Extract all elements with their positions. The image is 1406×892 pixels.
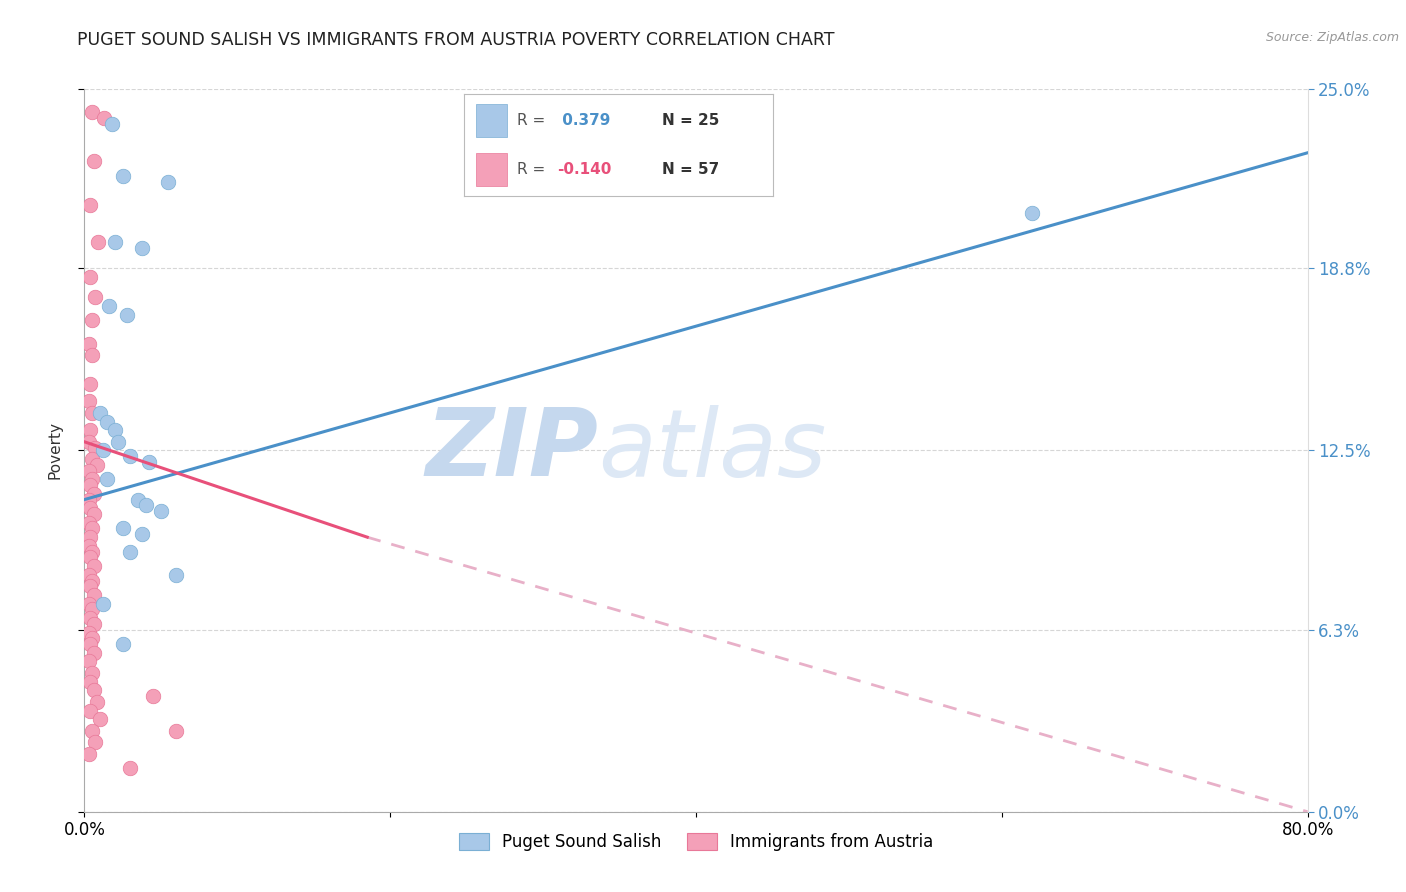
Point [104, 423, 127, 437]
Legend: Puget Sound Salish, Immigrants from Austria: Puget Sound Salish, Immigrants from Aust… [453, 826, 939, 857]
Text: 0.379: 0.379 [557, 112, 610, 128]
Point [83, 154, 105, 169]
Point [77, 539, 100, 553]
Point [80, 723, 103, 738]
Point [142, 689, 165, 703]
Point [77, 434, 100, 449]
Point [79, 270, 101, 285]
Point [89, 406, 111, 420]
Point [79, 637, 101, 651]
Point [84, 735, 107, 749]
Point [107, 434, 129, 449]
Point [120, 761, 142, 775]
Point [79, 501, 101, 516]
Point [138, 455, 160, 469]
Point [83, 588, 105, 602]
Point [165, 723, 187, 738]
Point [79, 611, 101, 625]
Point [80, 406, 103, 420]
Text: R =: R = [516, 162, 550, 178]
Point [79, 198, 101, 212]
Point [96, 472, 118, 486]
Bar [477, 104, 508, 136]
Point [77, 516, 100, 530]
Point [89, 712, 111, 726]
Point [86, 695, 108, 709]
Point [111, 169, 134, 183]
Point [80, 452, 103, 467]
Point [104, 235, 127, 250]
Point [77, 597, 100, 611]
Point [157, 175, 180, 189]
Point [131, 241, 153, 255]
Text: Source: ZipAtlas.com: Source: ZipAtlas.com [1265, 31, 1399, 45]
Point [83, 507, 105, 521]
Point [79, 530, 101, 544]
Y-axis label: Poverty: Poverty [48, 421, 63, 480]
Point [84, 290, 107, 304]
Text: atlas: atlas [598, 405, 827, 496]
Point [77, 625, 100, 640]
Point [80, 544, 103, 558]
Text: N = 57: N = 57 [662, 162, 720, 178]
Point [131, 527, 153, 541]
Point [77, 394, 100, 409]
Point [111, 637, 134, 651]
Point [79, 579, 101, 593]
Point [96, 415, 118, 429]
Point [80, 632, 103, 646]
Point [77, 492, 100, 507]
Point [86, 458, 108, 472]
Point [91, 443, 114, 458]
Point [83, 487, 105, 501]
Point [120, 449, 142, 463]
Point [101, 117, 124, 131]
Point [97, 299, 120, 313]
Point [165, 567, 187, 582]
Point [80, 521, 103, 535]
Point [83, 683, 105, 698]
Point [79, 550, 101, 565]
Bar [477, 153, 508, 186]
Point [80, 472, 103, 486]
Point [80, 313, 103, 327]
Point [115, 308, 138, 322]
Point [91, 597, 114, 611]
Point [84, 441, 107, 455]
Text: -0.140: -0.140 [557, 162, 612, 178]
Point [80, 574, 103, 588]
Point [135, 499, 157, 513]
Point [83, 646, 105, 660]
Text: R =: R = [516, 112, 550, 128]
Point [77, 336, 100, 351]
Text: N = 25: N = 25 [662, 112, 720, 128]
Point [80, 602, 103, 616]
Point [80, 348, 103, 362]
Point [79, 423, 101, 437]
Point [83, 559, 105, 574]
Point [80, 105, 103, 120]
Point [77, 655, 100, 669]
Point [120, 544, 142, 558]
Point [77, 747, 100, 761]
Point [83, 616, 105, 631]
Point [111, 521, 134, 535]
Text: ZIP: ZIP [425, 404, 598, 497]
Point [127, 492, 149, 507]
Point [80, 665, 103, 680]
Point [93, 111, 115, 125]
Point [149, 504, 172, 518]
Point [1021, 206, 1043, 220]
Point [79, 376, 101, 391]
Point [77, 567, 100, 582]
Point [79, 704, 101, 718]
Point [87, 235, 110, 250]
Point [79, 478, 101, 492]
Point [77, 464, 100, 478]
Text: PUGET SOUND SALISH VS IMMIGRANTS FROM AUSTRIA POVERTY CORRELATION CHART: PUGET SOUND SALISH VS IMMIGRANTS FROM AU… [77, 31, 835, 49]
Point [79, 674, 101, 689]
